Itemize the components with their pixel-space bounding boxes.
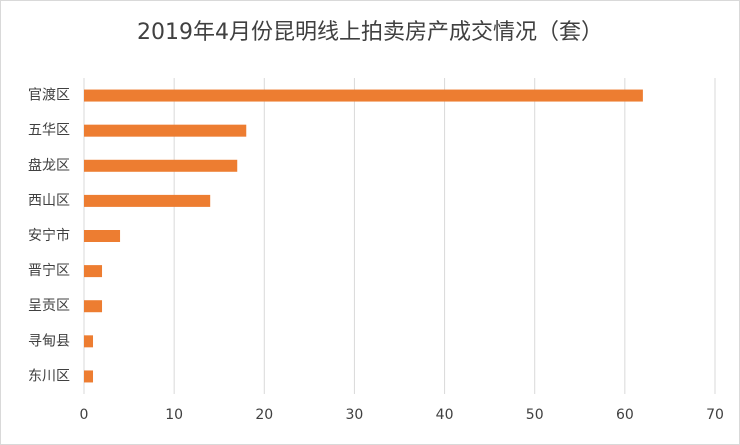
bar [84,370,94,383]
bar [84,89,643,102]
y-tick-label: 呈贡区 [28,298,70,314]
y-tick-label: 安宁市 [28,227,70,244]
y-tick-label: 晋宁区 [28,262,70,279]
x-tick-label: 20 [255,407,273,423]
y-tick-label: 盘龙区 [28,157,70,174]
bar [84,265,103,278]
chart-title: 2019年4月份昆明线上拍卖房产成交情况（套） [137,20,603,45]
bar [84,230,121,242]
bar [84,335,94,348]
y-tick-label: 五华区 [28,123,70,139]
x-tick-label: 50 [526,407,544,423]
x-tick-label: 60 [616,407,634,423]
x-tick-label: 70 [706,407,724,423]
bar [84,159,238,172]
bar [84,124,247,137]
bar [84,300,103,313]
x-tick-label: 10 [165,407,183,423]
x-tick-label: 40 [436,407,454,423]
x-tick-label: 30 [346,407,364,423]
bar [84,194,211,207]
x-tick-label: 0 [80,407,89,423]
y-tick-label: 寻甸县 [28,333,70,349]
y-tick-label: 东川区 [28,368,70,384]
y-tick-label: 官渡区 [28,88,70,104]
y-tick-label: 西山区 [28,193,70,209]
